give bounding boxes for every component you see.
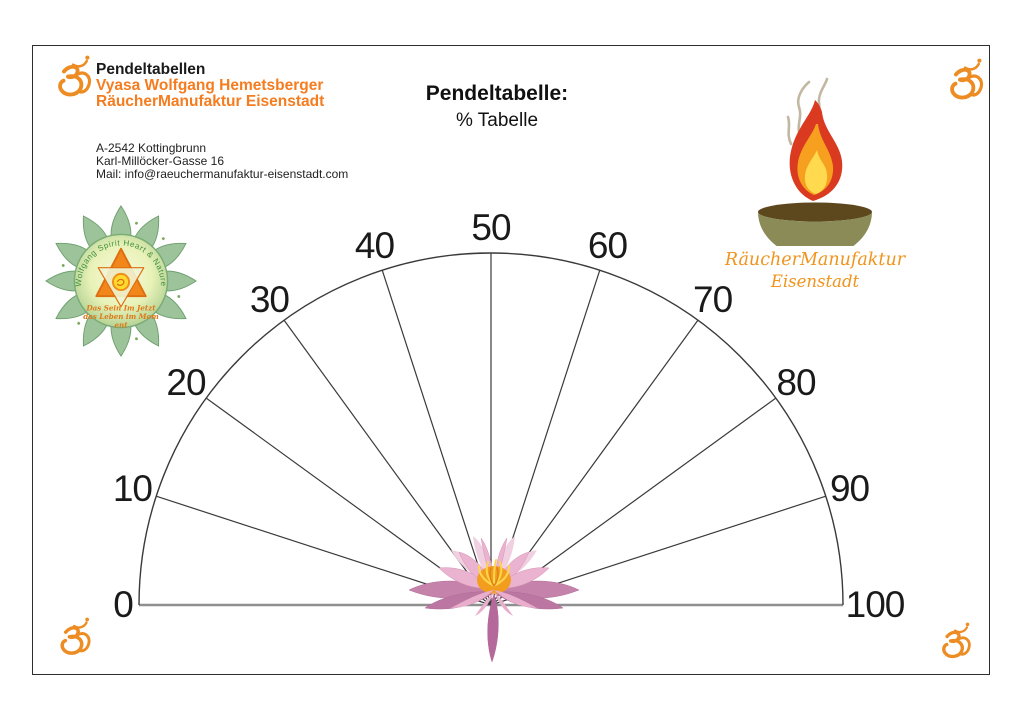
dial-label-60: 60 [587,225,628,267]
dial-label-50: 50 [471,207,511,248]
company-logo: RäucherManufaktur Eisenstadt [715,74,915,292]
dial-label-100: 100 [845,584,906,625]
header-block: Pendeltabellen Vyasa Wolfgang Hemetsberg… [96,62,324,110]
dial-label-80: 80 [776,362,816,404]
page-border-frame [32,45,990,675]
dial-label-30: 30 [249,279,290,320]
company-name: RäucherManufaktur Eisenstadt [96,93,325,110]
incense-flame-bowl-icon [758,77,872,246]
address-line: Mail: info@raeuchermanufaktur-eisenstadt… [96,167,349,181]
dial-label-0: 0 [113,584,134,625]
mandala-triangles [95,247,147,308]
mandala-motto-line1: Das Sein Im Jetzt [85,303,156,312]
mandala-motto-line3: ent [115,321,129,330]
dial-label-70: 70 [693,279,733,320]
dial-label-20: 20 [166,362,206,404]
logo-name-line2: Eisenstadt [770,272,860,291]
mandala-motto-line2: das Leben im Mom [83,312,159,321]
dial-label-10: 10 [112,467,153,509]
lotus-flower-icon [408,536,580,663]
document-title: Pendeltabellen [96,61,206,78]
lotus-stamens [477,559,511,594]
address-block: A-2542 Kottingbrunn Karl-Millöcker-Gasse… [96,142,348,181]
table-title-subtitle: % Tabelle [455,110,539,131]
table-title-label: Pendeltabelle: [425,82,569,105]
address-line: A-2542 Kottingbrunn [96,141,207,155]
flame [789,100,843,201]
address-line: Karl-Millöcker-Gasse 16 [96,154,225,168]
dial-line-40 [381,270,492,606]
logo-name-line1: RäucherManufaktur [724,250,906,270]
table-title: Pendeltabelle: % Tabelle [377,82,617,132]
spirit-mandala-icon: Wolfgang Spirit Heart & Nature Das Sein … [45,205,197,357]
dial-label-40: 40 [354,225,395,267]
dial-label-90: 90 [829,467,870,509]
bowl [758,202,872,246]
author-name: Vyasa Wolfgang Hemetsberger [96,77,324,94]
